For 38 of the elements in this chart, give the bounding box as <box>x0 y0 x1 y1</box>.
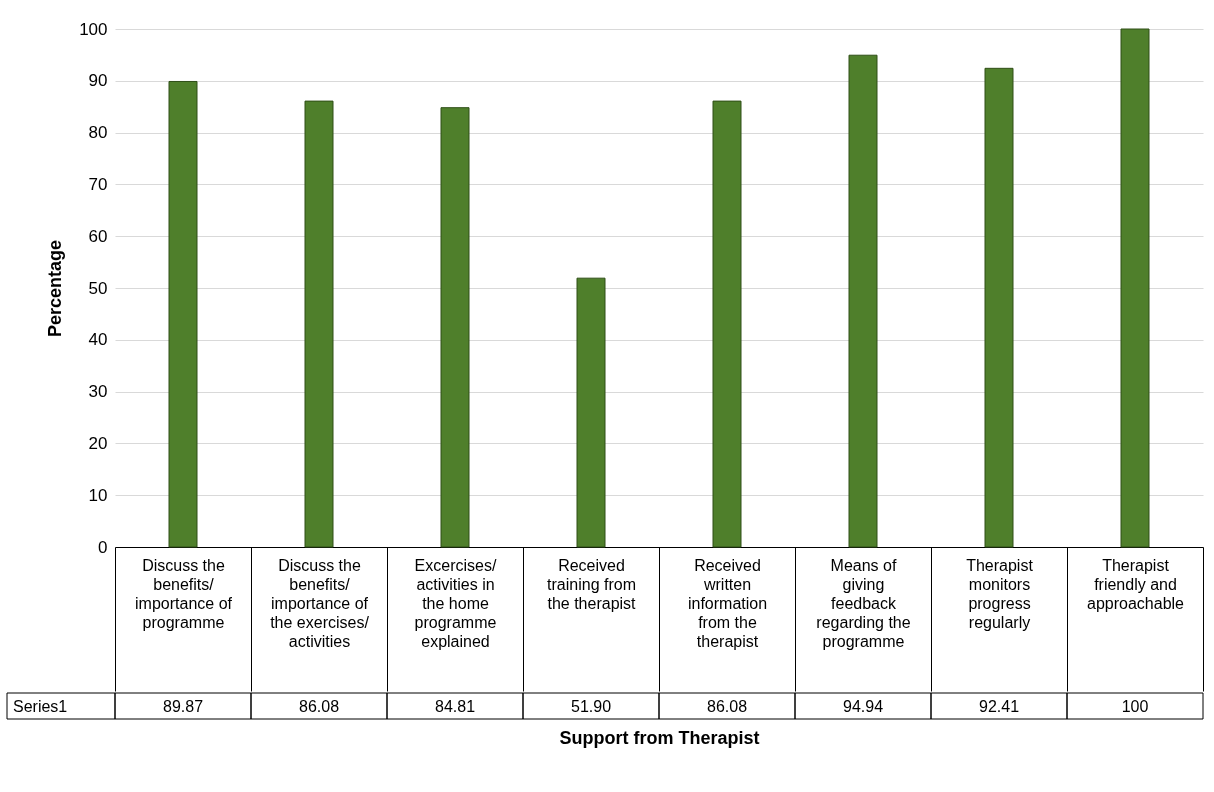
bar <box>168 80 198 548</box>
data-label: 86.08 <box>706 698 748 715</box>
y-tick-label: 90 <box>88 71 108 91</box>
x-tick-label: Therapist monitors progress regularly <box>966 556 1034 631</box>
y-tick-label: 60 <box>88 226 108 246</box>
x-tick-label: Received written information from the therapist <box>687 556 768 650</box>
bar <box>1120 28 1150 548</box>
y-tick-label: 20 <box>88 433 108 453</box>
x-tick-label: Received training from the therapist <box>547 556 637 612</box>
y-tick-label: 0 <box>98 537 108 557</box>
bar <box>712 100 742 548</box>
y-tick-label: 70 <box>88 174 108 194</box>
bar <box>304 100 334 548</box>
y-tick-label: 10 <box>88 485 108 505</box>
y-tick-label: 80 <box>88 123 108 143</box>
x-tick-label: Excercises/ activities in the home programme explained <box>414 556 497 650</box>
x-tick-label: Discuss the benefits/ importance of programme <box>135 556 233 631</box>
x-tick-label: Means of giving feedback regarding the programme <box>816 556 911 650</box>
y-axis-title: Percentage <box>45 239 66 338</box>
data-label: 92.41 <box>978 698 1020 715</box>
data-label: 84.81 <box>434 698 476 715</box>
bar <box>440 107 470 548</box>
y-tick-label: 30 <box>88 382 108 402</box>
bar <box>576 277 606 548</box>
y-tick-label: 100 <box>79 19 108 39</box>
data-label: 86.08 <box>298 698 340 715</box>
data-label: 94.94 <box>842 698 884 715</box>
bar <box>984 67 1014 548</box>
text: Series1 <box>13 698 68 715</box>
y-tick-label: 50 <box>88 278 108 298</box>
bar <box>848 54 878 548</box>
x-tick-label: Therapist friendly and approachable <box>1087 556 1185 612</box>
data-label: 100 <box>1121 698 1149 715</box>
data-label: 51.90 <box>570 698 612 715</box>
x-axis-title: Support from Therapist <box>559 727 760 748</box>
y-tick-label: 40 <box>88 330 108 350</box>
x-tick-label: Discuss the benefits/ importance of the exercises/ activities <box>270 556 370 650</box>
data-label: 89.87 <box>162 698 204 715</box>
